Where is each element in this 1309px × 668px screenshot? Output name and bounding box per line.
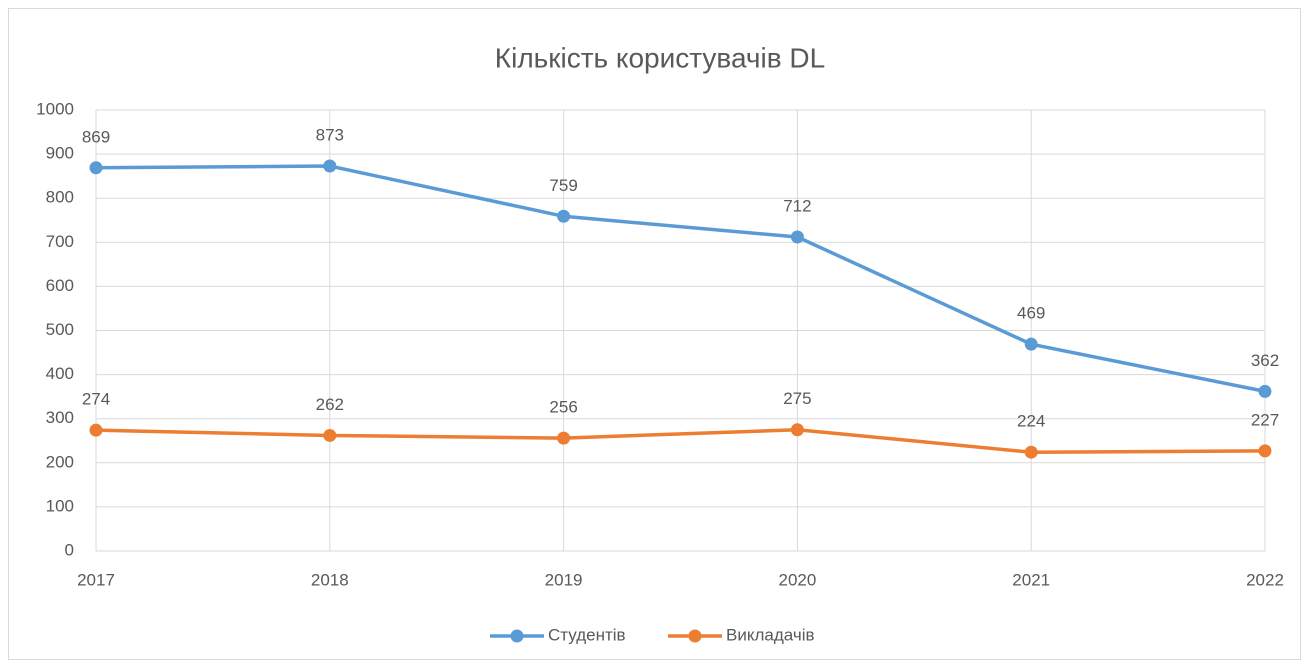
x-tick-label: 2017 bbox=[77, 570, 115, 589]
point bbox=[790, 423, 804, 437]
data-label: 469 bbox=[1017, 304, 1045, 323]
y-tick-label: 900 bbox=[46, 144, 74, 163]
y-tick-label: 0 bbox=[65, 540, 74, 559]
x-tick-label: 2019 bbox=[545, 570, 583, 589]
x-tick-label: 2020 bbox=[778, 570, 816, 589]
point bbox=[89, 161, 103, 175]
y-tick-label: 500 bbox=[46, 320, 74, 339]
legend-marker bbox=[688, 629, 702, 643]
point bbox=[89, 423, 103, 437]
y-tick-label: 600 bbox=[46, 276, 74, 295]
x-tick-label: 2018 bbox=[311, 570, 349, 589]
y-tick-label: 400 bbox=[46, 364, 74, 383]
y-tick-label: 1000 bbox=[36, 99, 74, 118]
series-line bbox=[95, 164, 1266, 394]
point bbox=[323, 428, 337, 442]
data-label: 362 bbox=[1251, 351, 1279, 370]
legend-label: Викладачів bbox=[726, 625, 815, 644]
data-label: 869 bbox=[82, 127, 110, 146]
x-tick-label: 2022 bbox=[1246, 570, 1284, 589]
data-label: 759 bbox=[549, 176, 577, 195]
y-tick-label: 700 bbox=[46, 232, 74, 251]
data-label: 274 bbox=[82, 390, 110, 409]
series-line bbox=[95, 427, 1266, 454]
data-label: 227 bbox=[1251, 410, 1279, 429]
y-tick-label: 100 bbox=[46, 496, 74, 515]
data-label: 275 bbox=[783, 389, 811, 408]
point bbox=[1258, 444, 1272, 458]
point bbox=[557, 431, 571, 445]
legend-label: Студентів bbox=[548, 625, 626, 644]
chart-title: Кількість користувачів DL bbox=[495, 42, 825, 73]
x-tick-label: 2021 bbox=[1012, 570, 1050, 589]
legend-marker bbox=[510, 629, 524, 643]
point bbox=[1024, 337, 1038, 351]
data-label: 262 bbox=[316, 395, 344, 414]
y-tick-label: 300 bbox=[46, 408, 74, 427]
point bbox=[323, 159, 337, 173]
point bbox=[557, 209, 571, 223]
data-label: 224 bbox=[1017, 412, 1045, 431]
data-label: 873 bbox=[316, 125, 344, 144]
chart-frame bbox=[8, 8, 1301, 660]
y-tick-label: 200 bbox=[46, 452, 74, 471]
data-label: 256 bbox=[549, 398, 577, 417]
y-tick-label: 800 bbox=[46, 188, 74, 207]
data-label: 712 bbox=[783, 196, 811, 215]
point bbox=[790, 230, 804, 244]
point bbox=[1024, 445, 1038, 459]
point bbox=[1258, 384, 1272, 398]
